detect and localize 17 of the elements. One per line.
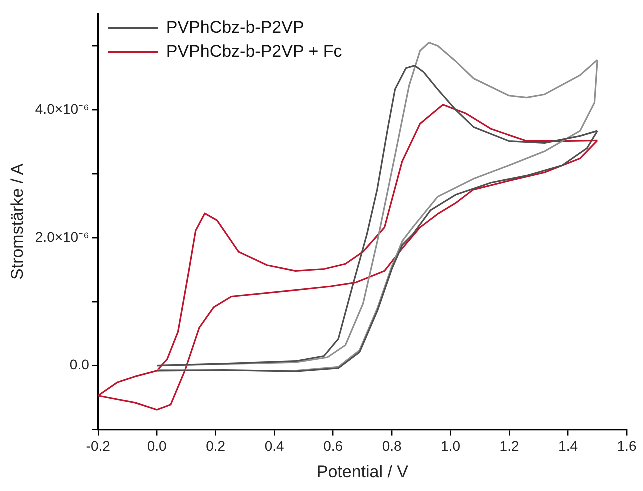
legend-label: PVPhCbz-b-P2VP — [166, 17, 304, 39]
x-tick-label: 0.6 — [324, 438, 344, 454]
x-tick-label: 1.4 — [558, 438, 578, 454]
y-axis-title: Stromstärke / A — [8, 163, 27, 280]
x-tick-label: 1.2 — [500, 438, 520, 454]
x-tick-label: 0.0 — [147, 438, 168, 454]
y-tick-label: 2.0×10⁻⁶ — [35, 228, 90, 245]
x-tick-label: 0.8 — [382, 438, 402, 454]
x-tick-label: -0.2 — [86, 438, 111, 454]
x-tick-label: 1.0 — [441, 438, 461, 454]
x-tick-label: 1.6 — [617, 438, 637, 454]
x-tick-label: 0.4 — [264, 438, 285, 454]
x-axis-title: Potential / V — [316, 462, 410, 482]
y-tick-label: 0.0 — [70, 356, 90, 373]
legend-label: PVPhCbz-b-P2VP + Fc — [166, 41, 342, 63]
y-tick-label: 4.0×10⁻⁶ — [35, 100, 90, 117]
x-tick-label: 0.2 — [206, 438, 226, 454]
